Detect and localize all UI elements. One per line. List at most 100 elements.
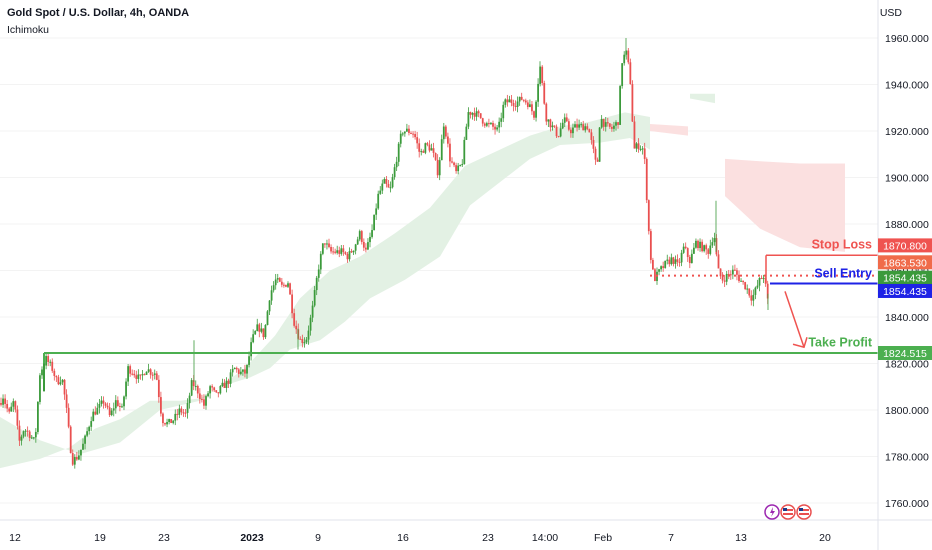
candle-body xyxy=(674,259,677,264)
candle-body xyxy=(459,165,462,167)
candle-body xyxy=(721,276,724,281)
candle-body xyxy=(155,373,158,380)
candle-body xyxy=(41,369,43,376)
candle-body xyxy=(190,380,193,396)
candle-body xyxy=(319,253,322,270)
candle-body xyxy=(129,366,132,374)
candle-body xyxy=(283,284,285,286)
candle-body xyxy=(280,281,283,285)
bullish-cloud xyxy=(690,93,715,104)
candle-body xyxy=(203,399,205,406)
candle-body xyxy=(397,143,400,162)
candle-body xyxy=(391,177,394,188)
candle-body xyxy=(496,127,498,130)
candle-body xyxy=(592,139,595,149)
candle-body xyxy=(590,132,593,140)
candle-body xyxy=(90,421,93,427)
candle-body xyxy=(20,436,23,441)
candle-body xyxy=(215,390,218,393)
chart-title: Gold Spot / U.S. Dollar, 4h, OANDA xyxy=(7,7,190,19)
time-axis[interactable]: 12 19 23 2023 9 16 23 14:00 Feb 7 13 20 xyxy=(0,519,932,544)
lightning-icon xyxy=(764,504,780,520)
candle-body xyxy=(475,111,478,117)
price-tick-label: 1760.000 xyxy=(885,498,929,510)
candle-body xyxy=(235,367,238,370)
candle-body xyxy=(641,148,644,150)
candle-body xyxy=(422,151,425,153)
price-tick-label: 1800.000 xyxy=(885,405,929,417)
badge-take-profit-text: 1824.515 xyxy=(883,348,927,360)
candle-body xyxy=(588,129,591,133)
candle-body xyxy=(611,126,613,129)
candle-body xyxy=(8,408,11,412)
candle-body xyxy=(182,412,185,414)
candle-body xyxy=(541,66,544,84)
candle-body xyxy=(645,158,648,201)
candle-body xyxy=(467,112,470,127)
candle-body xyxy=(51,361,54,371)
indicator-label[interactable]: Ichimoku xyxy=(7,24,50,36)
candle-body xyxy=(22,431,25,437)
candle-body xyxy=(709,245,712,254)
price-tick-label: 1900.000 xyxy=(885,173,929,185)
candle-body xyxy=(500,118,503,122)
candle-body xyxy=(399,133,402,144)
candle-body xyxy=(69,426,72,454)
candle-body xyxy=(736,270,738,275)
candle-body xyxy=(596,159,599,162)
candle-body xyxy=(166,422,168,425)
candle-body xyxy=(82,443,84,450)
candle-body xyxy=(194,385,197,387)
candle-body xyxy=(412,133,414,135)
ichimoku-cloud xyxy=(0,93,845,469)
candle-body xyxy=(112,408,115,411)
candle-body xyxy=(365,247,367,250)
event-icons[interactable] xyxy=(764,503,812,526)
candle-body xyxy=(10,406,13,412)
candle-body xyxy=(233,367,236,370)
candle-body xyxy=(352,250,355,253)
candle-body xyxy=(711,242,714,246)
time-tick-label: 20 xyxy=(819,532,831,544)
candle-body xyxy=(356,239,359,245)
candle-body xyxy=(690,253,693,264)
price-tick-label: 1920.000 xyxy=(885,126,929,138)
candle-body xyxy=(246,364,248,374)
candle-body xyxy=(627,50,630,63)
candle-body xyxy=(53,370,56,376)
candle-body xyxy=(490,122,492,124)
candle-body xyxy=(78,455,80,460)
candle-body xyxy=(565,117,568,122)
bearish-cloud xyxy=(650,124,688,136)
candle-body xyxy=(49,361,52,363)
price-axis[interactable]: 1760.000 1780.000 1800.000 1820.000 1840.000… xyxy=(877,0,932,550)
candle-body xyxy=(186,403,189,413)
candle-body xyxy=(594,148,597,160)
candle-body xyxy=(125,381,127,397)
candle-body xyxy=(373,214,375,231)
badge-sell-entry-text: 1854.435 xyxy=(883,286,927,298)
candle-body xyxy=(65,394,68,408)
candle-body xyxy=(276,278,279,280)
badge-stop-aux xyxy=(878,238,932,253)
time-tick-label: 19 xyxy=(94,532,106,544)
candle-body xyxy=(551,125,554,128)
candle-body xyxy=(367,242,369,250)
candle-body xyxy=(252,334,255,343)
candle-body xyxy=(660,266,662,270)
candle-body xyxy=(358,231,361,240)
candle-body xyxy=(205,396,207,406)
candle-body xyxy=(321,243,324,254)
candle-body xyxy=(518,96,521,102)
candle-body xyxy=(371,230,373,237)
take-profit-label: Take Profit xyxy=(808,336,873,350)
candle-body xyxy=(295,325,298,330)
candle-body xyxy=(219,386,222,394)
candle-body xyxy=(328,243,330,247)
candle-body xyxy=(492,122,494,127)
candle-body xyxy=(196,385,199,394)
candle-body xyxy=(201,398,203,400)
candle-body xyxy=(738,274,740,282)
candle-body xyxy=(734,269,736,271)
